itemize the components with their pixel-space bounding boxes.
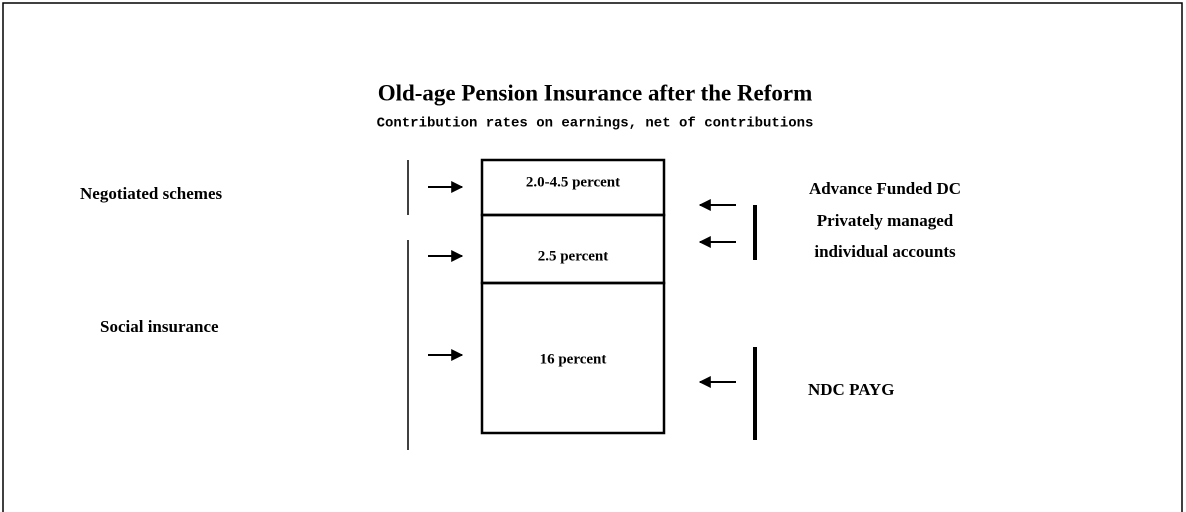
subtitle: Contribution rates on earnings, net of c…: [377, 116, 814, 132]
box: [480, 281, 666, 435]
left-label: Social insurance: [100, 317, 219, 336]
left-label: Negotiated schemes: [80, 184, 222, 203]
title: Old-age Pension Insurance after the Refo…: [378, 80, 813, 105]
arrows-in: [428, 181, 464, 361]
box-label: 2.5 percent: [538, 248, 609, 264]
box-label: 2.0-4.5 percent: [526, 174, 620, 190]
right-label: individual accounts: [814, 242, 956, 261]
arrows-out: [698, 199, 736, 388]
right-label: Privately managed: [817, 211, 954, 230]
right-label: Advance Funded DC: [809, 179, 961, 198]
right-label: NDC PAYG: [808, 380, 894, 399]
box-label: 16 percent: [540, 351, 607, 367]
